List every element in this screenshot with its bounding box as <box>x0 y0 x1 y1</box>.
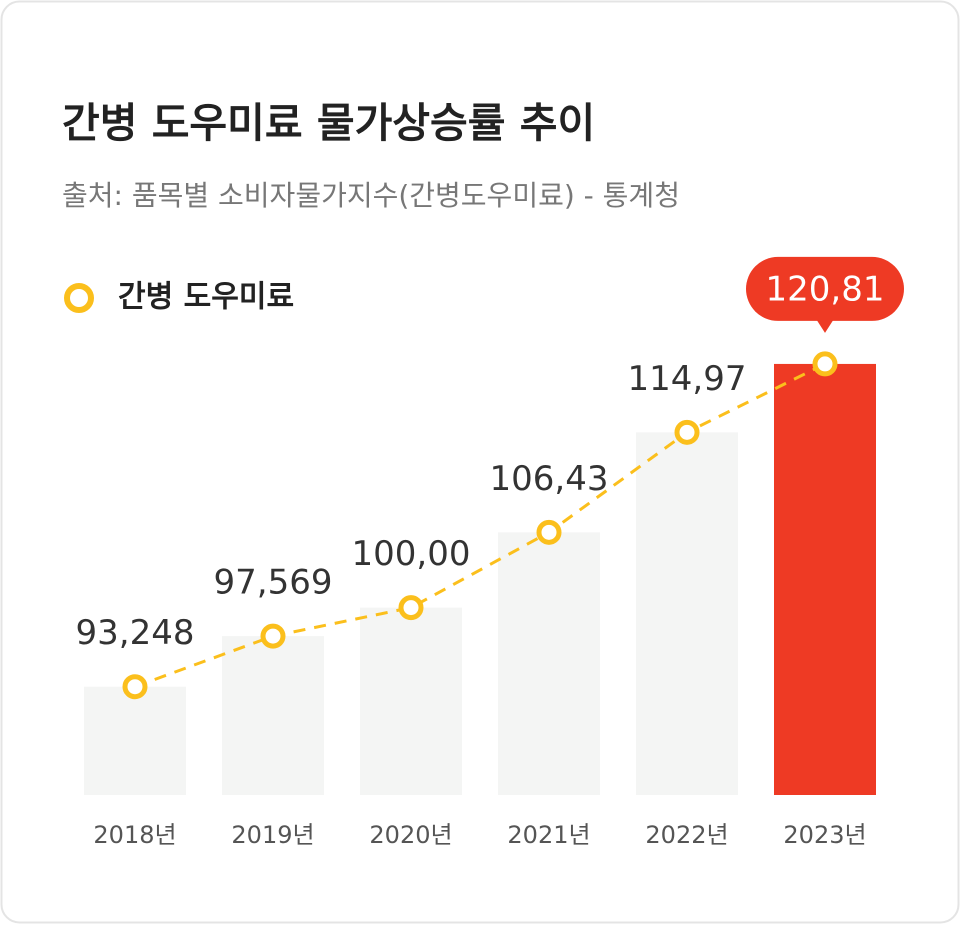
value-label: 114,97 <box>628 359 747 399</box>
x-tick-label: 2020년 <box>369 821 452 849</box>
chart-title: 간병 도우미료 물가상승률 추이 <box>62 99 595 147</box>
x-tick-label: 2018년 <box>93 821 176 849</box>
bar <box>360 607 462 795</box>
legend: 간병 도우미료 <box>64 280 294 315</box>
label-bubble <box>746 256 904 321</box>
value-label: 97,569 <box>214 563 333 603</box>
legend-label: 간병 도우미료 <box>118 280 294 315</box>
point <box>122 674 148 700</box>
legend-marker <box>64 283 94 313</box>
x-tick-label: 2019년 <box>231 821 314 849</box>
x-tick-label: 2022년 <box>645 821 728 849</box>
point <box>536 519 562 545</box>
value-label: 93,248 <box>76 613 195 653</box>
value-label: 106,43 <box>490 459 609 499</box>
point <box>674 419 700 445</box>
bar <box>84 686 186 795</box>
plot: 2018년 2019년 2020년 2021년 2022년 2023년 93,248 97,5… <box>76 256 904 849</box>
bar <box>498 532 600 795</box>
x-tick-label: 2023년 <box>783 821 866 849</box>
point <box>260 623 286 649</box>
point <box>812 351 838 377</box>
value-label: 120,81 <box>766 269 885 309</box>
line <box>134 362 826 689</box>
label-pointer <box>816 318 834 333</box>
x-tick-label: 2021년 <box>507 821 590 849</box>
chart-subtitle: 출처: 품목별 소비자물가지수(간병도우미료) - 통계청 <box>62 179 680 212</box>
value-label: 100,00 <box>352 534 471 574</box>
bar <box>774 363 876 795</box>
bar <box>636 432 738 795</box>
point <box>398 595 424 621</box>
bar <box>222 636 324 795</box>
